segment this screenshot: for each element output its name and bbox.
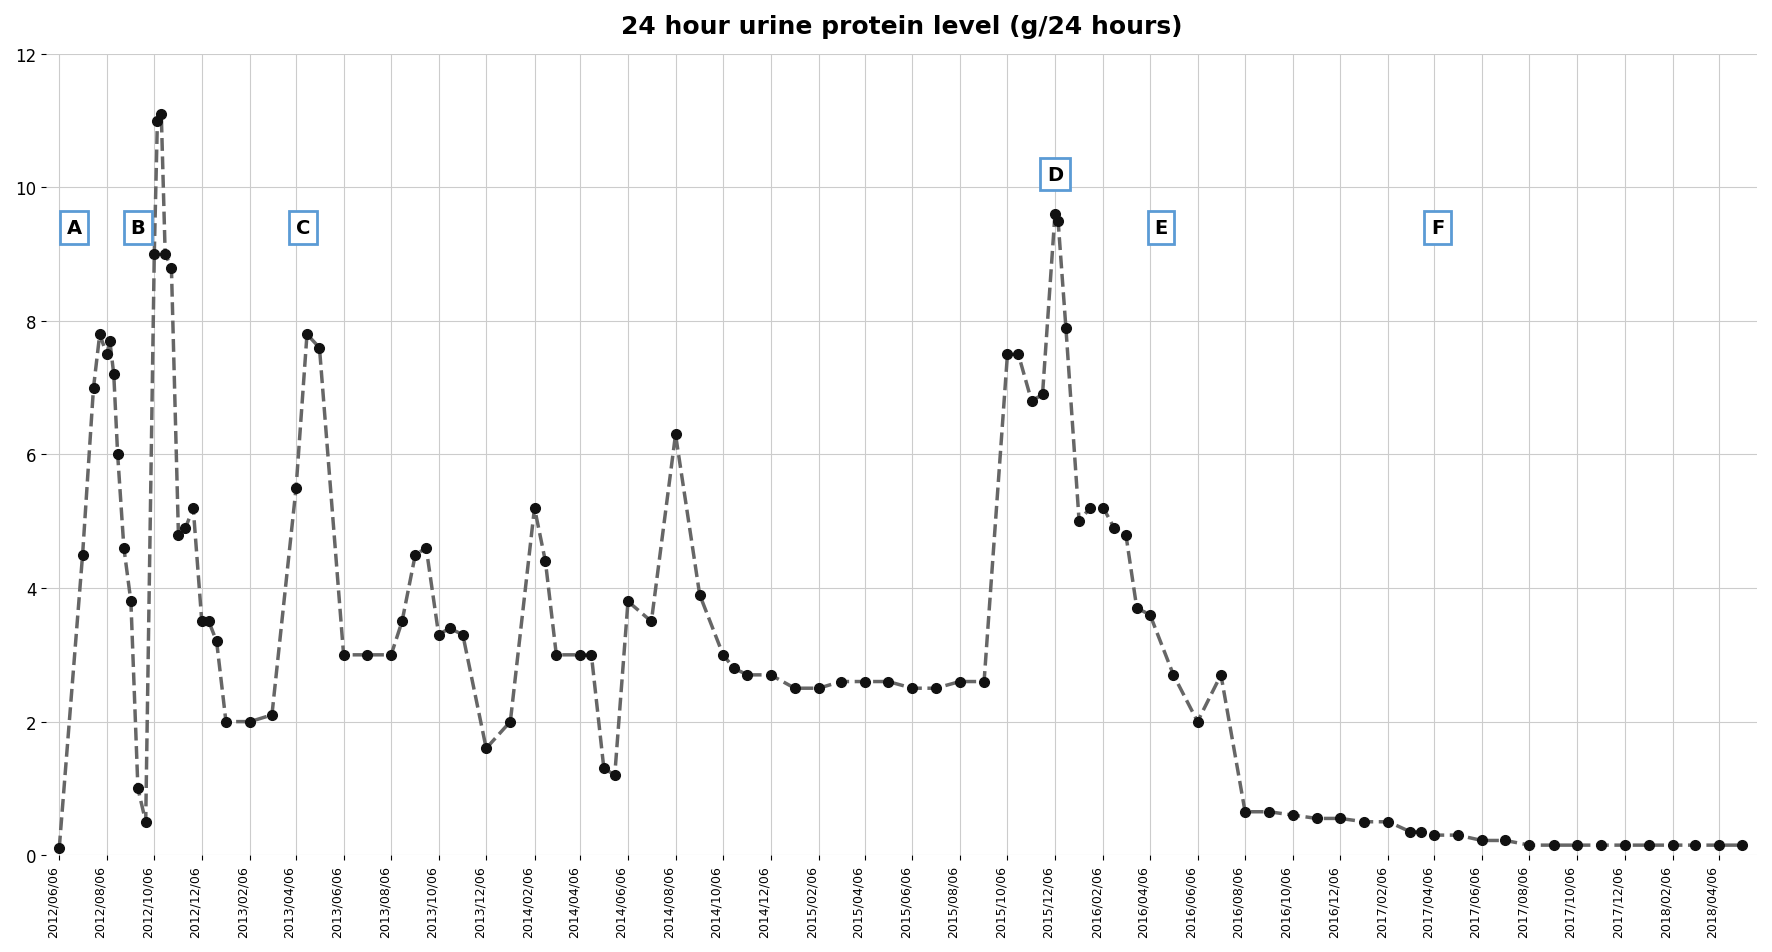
Text: F: F xyxy=(1432,219,1444,238)
Text: D: D xyxy=(1047,166,1063,185)
Text: E: E xyxy=(1154,219,1168,238)
Text: A: A xyxy=(67,219,82,238)
Text: B: B xyxy=(131,219,145,238)
Text: C: C xyxy=(296,219,310,238)
Title: 24 hour urine protein level (g/24 hours): 24 hour urine protein level (g/24 hours) xyxy=(620,15,1182,39)
